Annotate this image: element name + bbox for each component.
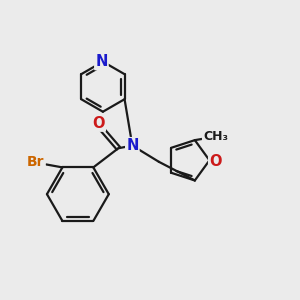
Text: Br: Br bbox=[27, 154, 45, 169]
Text: N: N bbox=[126, 138, 139, 153]
Text: CH₃: CH₃ bbox=[203, 130, 228, 143]
Text: O: O bbox=[209, 154, 222, 169]
Text: N: N bbox=[95, 54, 108, 69]
Text: O: O bbox=[92, 116, 105, 131]
